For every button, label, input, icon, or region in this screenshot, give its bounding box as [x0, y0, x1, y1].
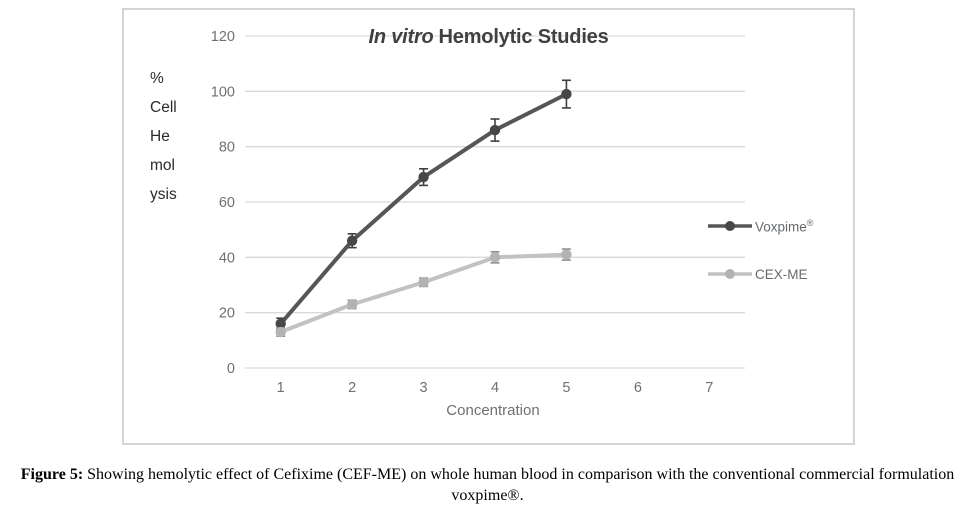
x-tick-label: 3 [420, 380, 428, 396]
legend-entry-voxpime-: Voxpime® [707, 215, 813, 237]
y-tick-label: 100 [211, 84, 235, 100]
series-line-voxpime- [278, 92, 569, 326]
figure-caption-text: Showing hemolytic effect of Cefixime (CE… [87, 466, 955, 504]
y-axis-label-line: He [150, 128, 170, 145]
data-point-cex-me [561, 249, 572, 260]
legend-marker-cex-me [708, 269, 752, 279]
series-line-cex-me [278, 252, 569, 335]
legend-label-voxpime-: Voxpime® [755, 217, 814, 235]
x-tick-label: 4 [491, 380, 499, 396]
legend-dot-cex-me [725, 269, 735, 279]
y-axis-label: % Cell He mol ysis [150, 64, 214, 209]
y-axis-label-line: mol [150, 157, 175, 174]
x-tick-label: 2 [348, 380, 356, 396]
chart-title: In vitro Hemolytic Studies [124, 26, 853, 49]
y-tick-label: 40 [219, 250, 235, 266]
data-point-voxpime- [275, 318, 286, 329]
data-point-cex-me [418, 277, 429, 288]
legend: Voxpime® CEX-ME [707, 215, 813, 311]
data-point-cex-me [489, 252, 501, 263]
x-tick-label: 1 [277, 380, 285, 396]
legend-label-cex-me: CEX-ME [755, 266, 808, 282]
legend-marker-voxpime- [708, 221, 752, 231]
chart-title-rest: Hemolytic Studies [438, 26, 609, 48]
y-tick-label: 20 [219, 306, 235, 322]
x-axis-label: Concentration [446, 402, 540, 419]
x-tick-label: 6 [634, 380, 642, 396]
y-axis-label-line: ysis [150, 186, 177, 203]
figure-caption-label: Figure 5: [20, 466, 84, 483]
y-tick-label: 80 [219, 140, 235, 156]
y-tick-label: 0 [227, 361, 235, 377]
data-point-voxpime- [489, 124, 501, 136]
data-point-cex-me [275, 326, 286, 338]
plot-svg: 0 20 40 60 80 100 120 1 2 3 4 5 6 7 [211, 29, 745, 396]
figure-caption: Figure 5: Showing hemolytic effect of Ce… [0, 464, 975, 506]
chart-title-italic: In vitro [368, 26, 434, 48]
x-tick-label: 5 [562, 380, 570, 396]
data-point-cex-me [346, 299, 358, 310]
data-point-voxpime- [418, 171, 429, 183]
legend-dot-voxpime- [725, 221, 735, 231]
y-axis-label-line: % [150, 70, 164, 87]
y-tick-label: 120 [211, 29, 235, 45]
x-tick-label: 7 [705, 380, 713, 396]
chart-area: 0 20 40 60 80 100 120 1 2 3 4 5 6 7 In vitro Hemolytic… [122, 8, 855, 445]
y-axis-label-line: Cell [150, 99, 177, 116]
data-point-voxpime- [346, 235, 358, 246]
data-point-voxpime- [561, 88, 572, 100]
legend-entry-cex-me: CEX-ME [707, 263, 813, 285]
y-tick-label: 60 [219, 195, 235, 211]
registered-mark: ® [806, 217, 814, 228]
